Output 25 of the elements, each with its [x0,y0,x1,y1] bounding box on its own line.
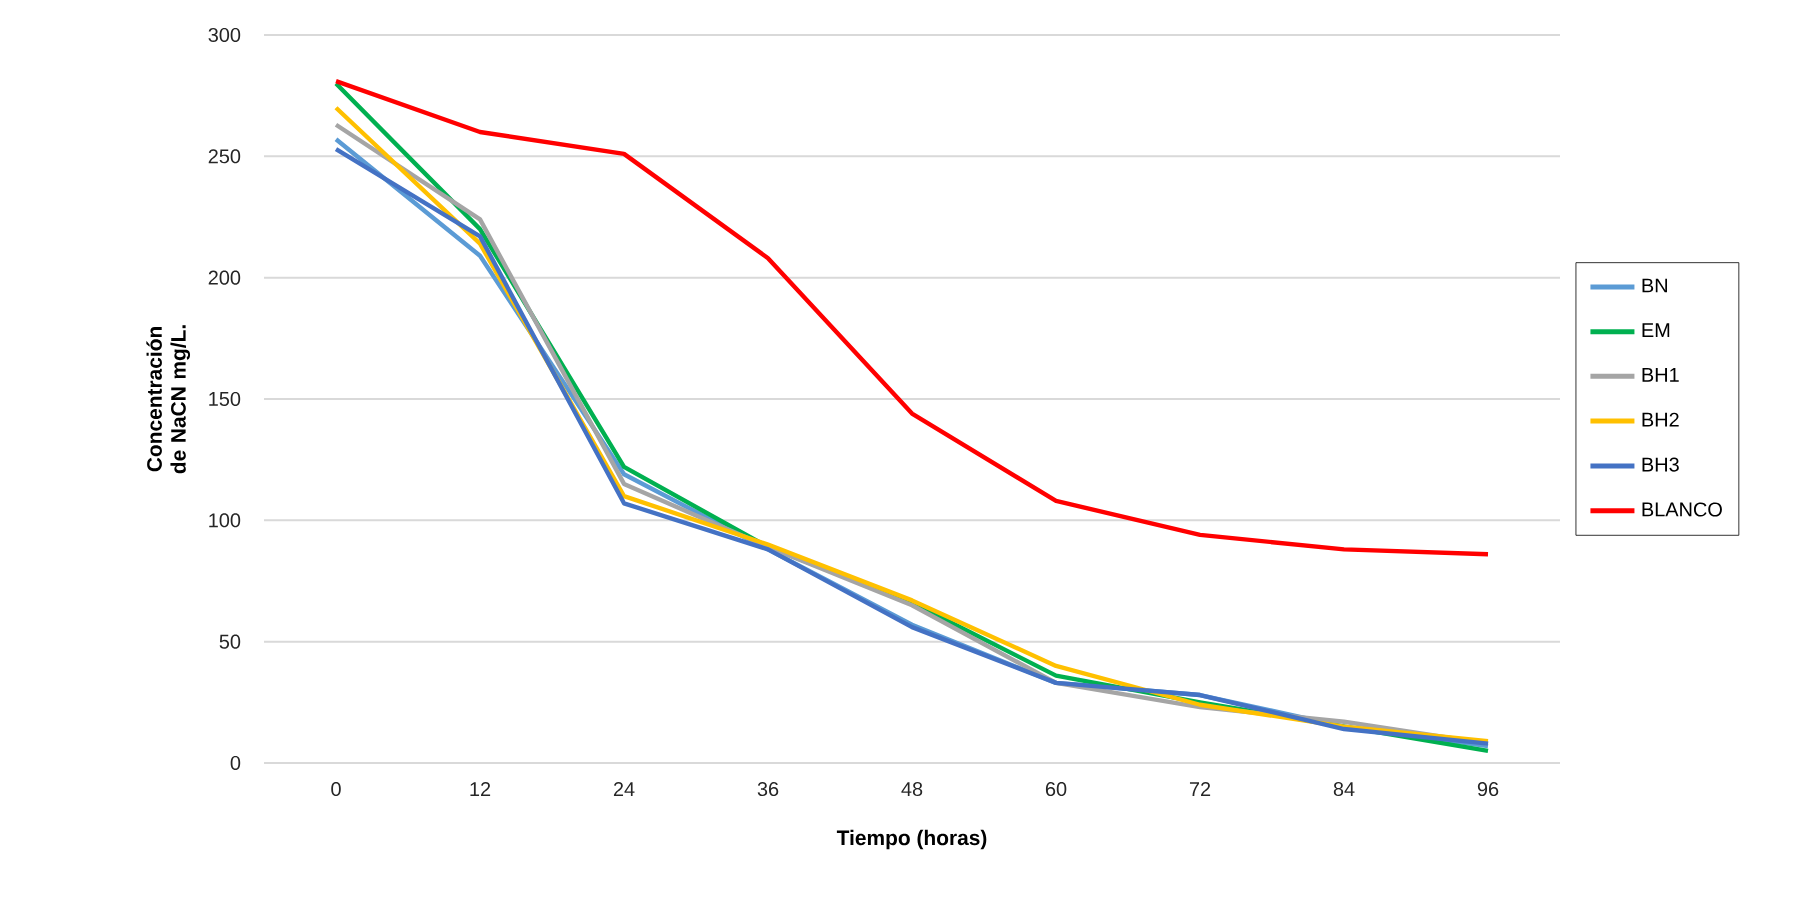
x-tick-label: 96 [1477,782,1499,797]
x-tick-label: 0 [331,782,341,797]
legend-label: BH1 [1642,367,1679,382]
y-tick-label: 250 [208,149,241,164]
y-axis-title: Concentración de NaCN mg/L. [146,325,191,474]
legend-label: BH3 [1642,457,1679,472]
y-tick-label: 150 [209,391,241,407]
x-tick-label: 24 [613,782,635,796]
y-tick-label: 300 [208,27,241,43]
legend-label: BN [1642,278,1667,293]
legend-label: BH2 [1642,412,1679,427]
legend-label: EM [1642,323,1670,338]
x-tick-label: 48 [901,782,923,797]
x-tick-label: 84 [1333,782,1355,797]
y-tick-label: 100 [209,513,241,528]
x-tick-label: 36 [757,782,779,797]
line-series [333,78,1491,557]
y-tick-label: 0 [230,755,241,771]
y-tick-label: 200 [208,270,241,285]
legend-label: BLANCO [1642,502,1722,517]
x-tick-label: 72 [1189,782,1211,796]
y-tick-label: 50 [219,634,241,649]
x-tick-label: 12 [470,782,491,796]
x-axis-title: Tiempo (horas) [836,829,987,850]
x-tick-label: 60 [1045,782,1067,797]
